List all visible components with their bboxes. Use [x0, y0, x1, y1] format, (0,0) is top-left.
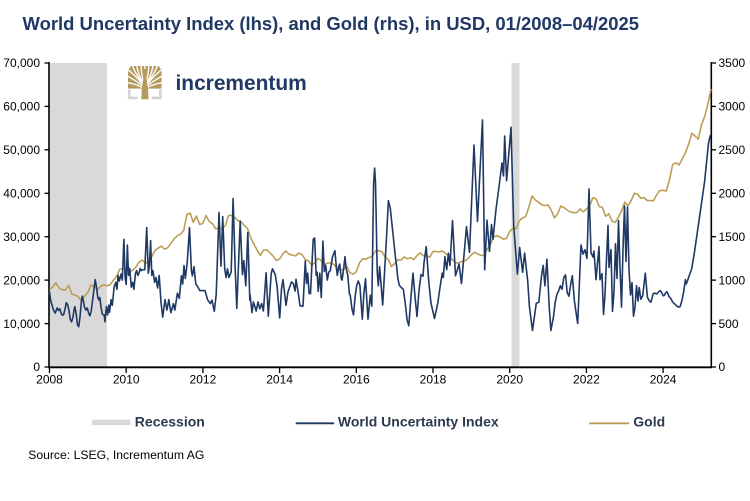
svg-text:2020: 2020 — [496, 373, 523, 387]
svg-text:0: 0 — [33, 360, 40, 374]
svg-text:2500: 2500 — [719, 143, 746, 157]
svg-text:World Uncertainty Index: World Uncertainty Index — [338, 414, 499, 430]
svg-text:incrementum: incrementum — [176, 72, 307, 95]
svg-text:40,000: 40,000 — [3, 187, 40, 201]
svg-text:Recession: Recession — [135, 414, 205, 430]
svg-text:500: 500 — [719, 317, 739, 331]
svg-text:2012: 2012 — [190, 373, 217, 387]
svg-text:3000: 3000 — [719, 100, 746, 114]
svg-text:2010: 2010 — [113, 373, 140, 387]
svg-text:2018: 2018 — [420, 373, 447, 387]
svg-text:2024: 2024 — [650, 373, 677, 387]
svg-text:3500: 3500 — [719, 56, 746, 70]
svg-text:2016: 2016 — [343, 373, 370, 387]
svg-text:1000: 1000 — [719, 273, 746, 287]
svg-text:0: 0 — [719, 360, 726, 374]
svg-text:20,000: 20,000 — [3, 273, 40, 287]
svg-text:Gold: Gold — [633, 414, 665, 430]
svg-text:Source: LSEG, Incrementum AG: Source: LSEG, Incrementum AG — [28, 448, 204, 462]
svg-text:1500: 1500 — [719, 230, 746, 244]
svg-text:2008: 2008 — [36, 373, 63, 387]
svg-text:2000: 2000 — [719, 187, 746, 201]
svg-text:50,000: 50,000 — [3, 143, 40, 157]
svg-text:70,000: 70,000 — [3, 56, 40, 70]
svg-text:2014: 2014 — [266, 373, 293, 387]
svg-text:2022: 2022 — [573, 373, 600, 387]
svg-text:10,000: 10,000 — [3, 317, 40, 331]
svg-text:30,000: 30,000 — [3, 230, 40, 244]
svg-text:World Uncertainty Index (lhs),: World Uncertainty Index (lhs), and Gold … — [23, 13, 639, 34]
svg-text:60,000: 60,000 — [3, 100, 40, 114]
